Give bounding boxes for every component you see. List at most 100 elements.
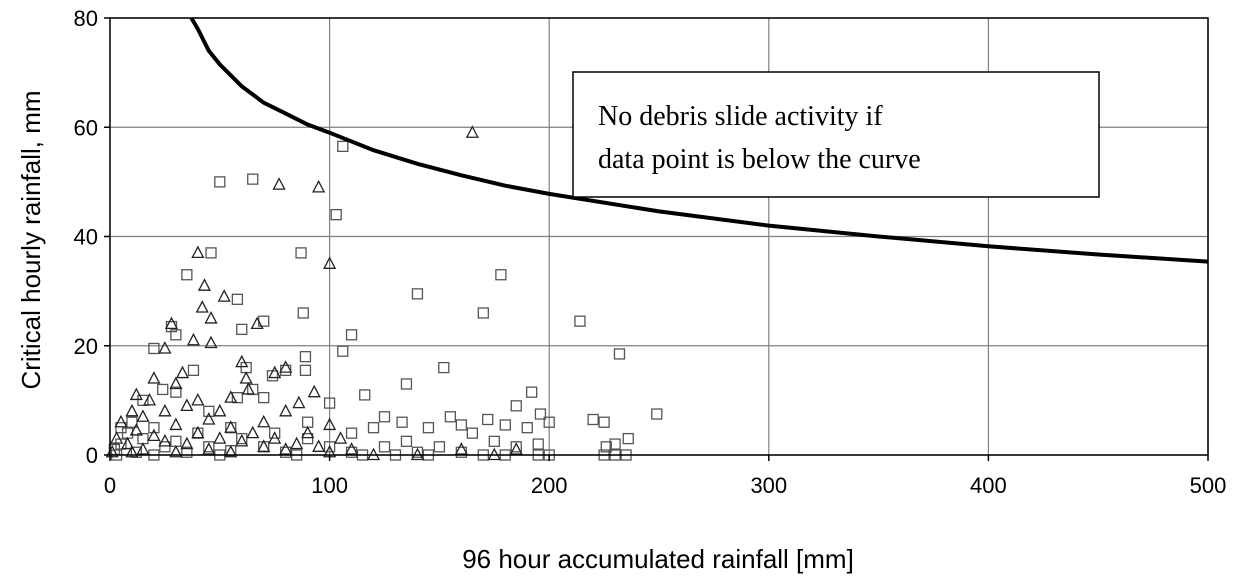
- y-tick-label: 60: [74, 115, 98, 140]
- data-point-triangle: [224, 444, 238, 458]
- data-point-square: [345, 427, 358, 439]
- data-point-square: [269, 427, 281, 439]
- data-point-square: [613, 348, 626, 360]
- data-point-triangle: [272, 177, 286, 190]
- data-point-square: [587, 413, 599, 426]
- data-point-square: [203, 441, 215, 453]
- data-point-triangle: [147, 371, 161, 384]
- data-point-square: [157, 383, 169, 396]
- data-point-square: [411, 288, 424, 300]
- data-point-square: [482, 413, 494, 426]
- data-point-triangle: [344, 442, 359, 455]
- data-point-square: [126, 416, 138, 428]
- data-point-square: [247, 173, 259, 185]
- data-point-triangle: [323, 256, 337, 269]
- data-point-triangle: [292, 395, 306, 409]
- data-point-square: [345, 446, 358, 458]
- data-point-triangle: [257, 414, 271, 428]
- data-point-square: [455, 419, 468, 431]
- data-point-square: [422, 422, 435, 434]
- data-point-square: [367, 422, 380, 434]
- data-point-square: [323, 397, 336, 409]
- data-point-triangle: [158, 403, 172, 417]
- x-tick-label: 200: [531, 473, 568, 498]
- x-tick-label: 400: [970, 473, 1007, 498]
- data-point-triangle: [301, 425, 315, 439]
- data-point-square: [600, 441, 612, 453]
- data-point-square: [203, 405, 215, 417]
- data-point-square: [299, 351, 312, 363]
- data-point-triangle: [250, 316, 264, 330]
- data-point-triangle: [110, 431, 124, 444]
- data-point-triangle: [169, 417, 183, 431]
- data-point-triangle: [169, 376, 183, 390]
- data-point-square: [521, 422, 533, 434]
- data-point-triangle: [202, 412, 216, 425]
- data-point-triangle: [169, 444, 183, 458]
- data-point-triangle: [114, 414, 128, 428]
- data-point-triangle: [312, 179, 326, 193]
- data-point-square: [609, 438, 621, 450]
- data-point-triangle: [257, 439, 271, 452]
- data-point-square: [159, 441, 171, 453]
- y-axis-title: Critical hourly rainfall, mm: [16, 90, 46, 389]
- y-axis-ticks: 0 20 40 60 80: [74, 6, 110, 468]
- data-point-triangle: [279, 360, 293, 373]
- data-point-square: [488, 435, 500, 447]
- data-point-square: [378, 441, 391, 453]
- data-point-triangle: [158, 341, 172, 354]
- x-tick-label: 100: [311, 473, 348, 498]
- data-point-triangle: [279, 403, 293, 417]
- data-point-square: [455, 446, 468, 458]
- data-point-triangle: [213, 403, 227, 417]
- data-point-triangle: [235, 354, 249, 368]
- data-point-triangle: [204, 311, 218, 324]
- data-point-square: [337, 140, 349, 153]
- data-point-triangle: [129, 423, 143, 436]
- data-point-square: [231, 391, 244, 404]
- data-point-square: [622, 432, 634, 445]
- data-point-triangle: [268, 431, 282, 444]
- annotation-line-2: data point is below the curve: [598, 144, 921, 175]
- data-point-square: [433, 441, 446, 453]
- data-point-square: [187, 364, 200, 376]
- data-point-square: [280, 364, 292, 376]
- data-point-square: [170, 435, 182, 447]
- data-point-square: [499, 419, 511, 431]
- data-point-square: [510, 400, 522, 412]
- data-point-square: [236, 323, 248, 336]
- y-tick-label: 40: [74, 225, 98, 250]
- data-point-square: [299, 364, 312, 376]
- data-point-triangle: [202, 442, 216, 455]
- data-point-square: [301, 432, 314, 445]
- data-point-triangle: [241, 382, 255, 395]
- data-point-square: [137, 394, 149, 407]
- data-point-triangle: [204, 335, 218, 349]
- data-point-triangle: [191, 425, 205, 439]
- data-point-triangle: [323, 417, 337, 431]
- data-point-square: [295, 247, 307, 259]
- data-point-square: [170, 329, 182, 341]
- annotation-line-1: No debris slide activity if: [598, 101, 883, 132]
- data-point-triangle: [186, 332, 201, 346]
- data-point-square: [411, 446, 424, 458]
- data-point-triangle: [158, 433, 172, 447]
- data-point-triangle: [246, 425, 260, 439]
- data-point-triangle: [191, 245, 205, 259]
- threshold-curve: [189, 16, 1209, 264]
- data-point-square: [231, 293, 244, 305]
- data-point-triangle: [224, 420, 238, 433]
- data-point-square: [598, 416, 610, 428]
- data-point-square: [280, 446, 292, 458]
- data-point-square: [301, 416, 314, 428]
- y-tick-label: 80: [74, 6, 98, 31]
- data-point-square: [181, 446, 193, 458]
- data-point-square: [214, 176, 226, 188]
- data-point-triangle: [197, 278, 212, 291]
- x-axis-ticks: 0 100 200 300 400 500: [104, 455, 1226, 498]
- data-point-square: [236, 432, 248, 445]
- data-point-triangle: [125, 444, 139, 458]
- data-point-triangle: [195, 300, 209, 313]
- data-point-square: [651, 408, 663, 420]
